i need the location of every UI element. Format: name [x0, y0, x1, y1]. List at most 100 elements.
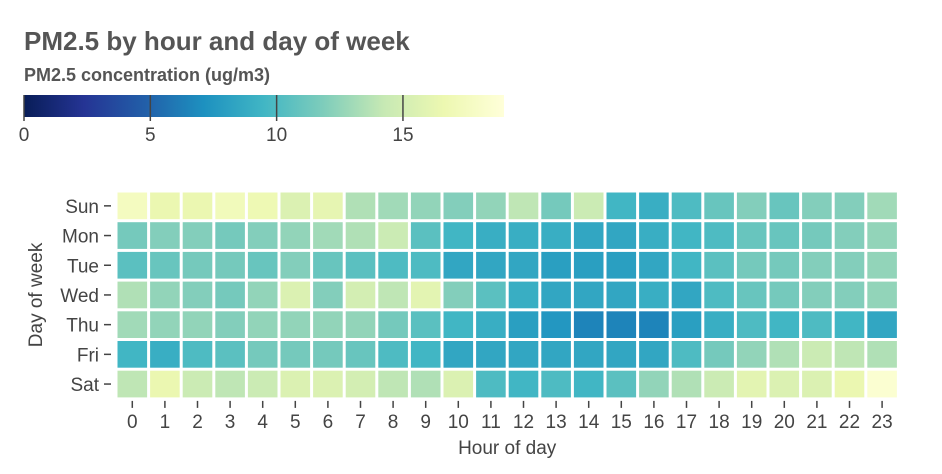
heatmap-cell [639, 370, 669, 398]
heatmap-cell [834, 311, 865, 338]
heatmap-cell [378, 222, 408, 249]
heatmap-cell [802, 370, 832, 398]
x-tick-label: 19 [741, 412, 762, 433]
heatmap-cell [802, 281, 832, 309]
heatmap-cell [541, 281, 571, 309]
heatmap-cell [541, 341, 571, 368]
heatmap-cell [476, 222, 506, 249]
chart-title: PM2.5 by hour and day of week [24, 26, 410, 56]
heatmap-cell [867, 281, 897, 309]
heatmap-cell [573, 192, 604, 220]
heatmap-cell [313, 311, 343, 338]
heatmap-cell [182, 222, 213, 249]
heatmap-cell [639, 311, 669, 338]
heatmap-cell [508, 341, 539, 368]
legend-tick-label: 5 [145, 125, 156, 146]
heatmap-cell [834, 251, 865, 279]
heatmap-cell [802, 341, 832, 368]
legend-tick-label: 15 [392, 125, 413, 146]
heatmap-cell [182, 281, 213, 309]
heatmap-cell [410, 192, 441, 220]
heatmap-cell [834, 341, 865, 368]
heatmap-cell [704, 281, 734, 309]
heatmap-cell [215, 251, 245, 279]
x-tick-label: 16 [643, 412, 664, 433]
heatmap-cell [573, 222, 604, 249]
heatmap-cell [541, 222, 571, 249]
heatmap-cell [541, 251, 571, 279]
heatmap-cell [117, 251, 148, 279]
heatmap-cell [606, 341, 637, 368]
heatmap-cell [443, 311, 474, 338]
heatmap-cell [247, 370, 278, 398]
heatmap-cell [378, 341, 408, 368]
x-tick-label: 9 [420, 412, 431, 433]
x-tick-label: 6 [323, 412, 334, 433]
heatmap-cell [736, 281, 767, 309]
heatmap-cell [671, 370, 702, 398]
color-legend: 0 5 10 15 [19, 95, 504, 146]
x-tick-label: 23 [872, 412, 893, 433]
y-tick-label: Mon [62, 227, 99, 248]
x-tick-label: 13 [546, 412, 567, 433]
heatmap-cell [802, 251, 832, 279]
heatmap-cell [378, 311, 408, 338]
heatmap-cell [345, 251, 376, 279]
heatmap-cell [313, 192, 343, 220]
x-tick-label: 1 [160, 412, 171, 433]
heatmap-cell [215, 370, 245, 398]
x-tick-label: 20 [774, 412, 795, 433]
heatmap-cell [378, 370, 408, 398]
heatmap-cell [182, 341, 213, 368]
heatmap-cell [704, 222, 734, 249]
heatmap-cell [834, 222, 865, 249]
heatmap-cell [671, 341, 702, 368]
y-tick-label: Fri [77, 345, 99, 366]
heatmap-cell [671, 311, 702, 338]
heatmap-cell [313, 222, 343, 249]
x-tick-label: 10 [448, 412, 469, 433]
heatmap-cell [704, 341, 734, 368]
heatmap-cell [834, 370, 865, 398]
heatmap-cell [313, 341, 343, 368]
heatmap-cell [736, 341, 767, 368]
heatmap-cell [867, 251, 897, 279]
heatmap-cell [117, 341, 148, 368]
heatmap-cell [671, 222, 702, 249]
legend-color-bar [24, 95, 504, 117]
heatmap-cell [182, 251, 213, 279]
heatmap-cell [769, 341, 800, 368]
heatmap-cell [834, 192, 865, 220]
heatmap-cell [410, 311, 441, 338]
heatmap-cell [280, 251, 311, 279]
x-tick-label: 22 [839, 412, 860, 433]
heatmap-cell [834, 281, 865, 309]
heatmap-cell [541, 192, 571, 220]
y-tick-label: Sun [65, 197, 99, 218]
legend-title: PM2.5 concentration (ug/m3) [24, 65, 271, 85]
heatmap-cell [606, 281, 637, 309]
heatmap-cell [117, 281, 148, 309]
heatmap-cell [150, 341, 180, 368]
heatmap-cell [280, 192, 311, 220]
heatmap-cell [182, 370, 213, 398]
heatmap-cell [182, 311, 213, 338]
heatmap-cell [150, 281, 180, 309]
heatmap-cell [606, 192, 637, 220]
heatmap-cell [117, 222, 148, 249]
heatmap-cell [671, 281, 702, 309]
heatmap-cell [313, 281, 343, 309]
heatmap-cell [736, 251, 767, 279]
x-tick-label: 11 [481, 412, 501, 433]
heatmap-cell [443, 370, 474, 398]
heatmap-cell [573, 311, 604, 338]
heatmap-cell [671, 251, 702, 279]
heatmap-cell [704, 192, 734, 220]
heatmap-cell [247, 251, 278, 279]
heatmap-cell [247, 311, 278, 338]
heatmap-cell [215, 281, 245, 309]
heatmap-cell [378, 192, 408, 220]
heatmap-cell [508, 370, 539, 398]
heatmap-cell [736, 311, 767, 338]
